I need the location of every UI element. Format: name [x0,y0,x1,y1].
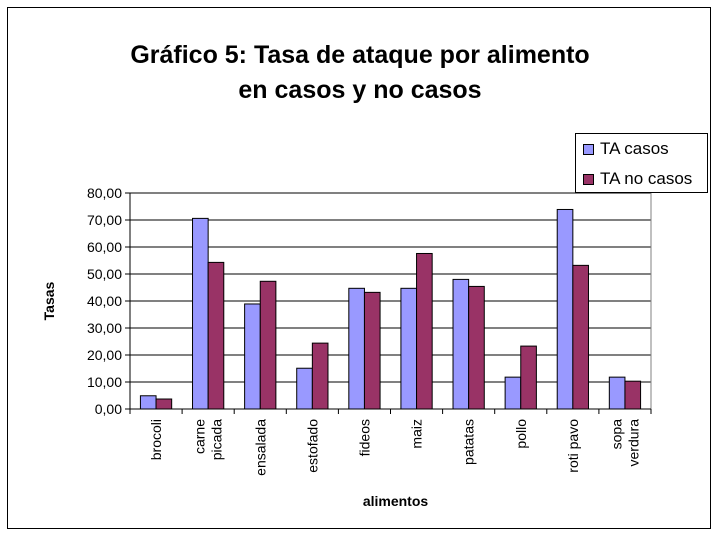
bar-ta-casos [139,395,157,410]
bar-ta-casos [504,376,522,410]
x-tick-label: brocoli [148,419,164,460]
y-tick-label: 0,00 [95,401,122,417]
bar-ta-casos [296,367,313,410]
bar-ta-no-casos [311,342,329,410]
bar-ta-no-casos [572,264,589,410]
legend-swatch [583,173,594,185]
bar-ta-casos [244,303,261,410]
x-tick-label: carne [192,419,208,454]
bar-ta-casos [348,287,365,410]
y-tick-label: 60,00 [87,239,122,255]
x-tick-label: fideos [356,419,372,456]
x-tick-label: patatas [461,419,477,465]
bar-ta-casos [556,208,574,410]
legend-label: TA casos [600,139,669,158]
y-axis-title: Tasas [41,281,57,320]
y-tick-label: 10,00 [87,374,122,390]
bar-ta-no-casos [155,398,173,410]
legend-item-ta-no-casos: TA no casos [583,169,692,189]
bar-ta-casos [192,217,209,410]
y-tick-label: 20,00 [87,347,122,363]
bar-ta-casos [400,287,418,410]
legend-swatch [583,143,594,155]
legend: TA casos TA no casos [575,133,708,193]
chart-frame [7,7,711,529]
bar-ta-no-casos [468,285,485,410]
y-tick-label: 30,00 [87,320,122,336]
chart-title-line1: Gráfico 5: Tasa de ataque por alimento [130,41,590,69]
chart-title-line2: en casos y no casos [238,76,482,104]
legend-item-ta-casos: TA casos [583,139,669,159]
x-axis-title: alimentos [363,493,429,509]
x-tick-label: maiz [409,419,425,449]
x-tick-label: roti pavo [565,419,581,473]
y-tick-label: 40,00 [87,293,122,309]
bar-ta-no-casos [624,380,642,410]
x-tick-label: picada [209,419,225,460]
y-tick-label: 50,00 [87,266,122,282]
x-tick-label: verdura [625,419,641,467]
y-tick-label: 80,00 [87,185,122,201]
bar-ta-casos [452,278,470,410]
x-tick-label: estofado [304,419,320,473]
x-tick-label: pollo [513,419,529,449]
bar-ta-no-casos [416,252,433,410]
bar-ta-no-casos [259,280,277,410]
bar-ta-no-casos [207,261,225,410]
x-tick-label: sopa [608,419,624,450]
bar-ta-no-casos [520,345,537,410]
y-tick-label: 70,00 [87,212,122,228]
legend-label: TA no casos [600,169,693,188]
x-tick-label: ensalada [252,419,268,476]
bar-ta-no-casos [363,291,381,410]
bar-ta-casos [608,376,626,410]
